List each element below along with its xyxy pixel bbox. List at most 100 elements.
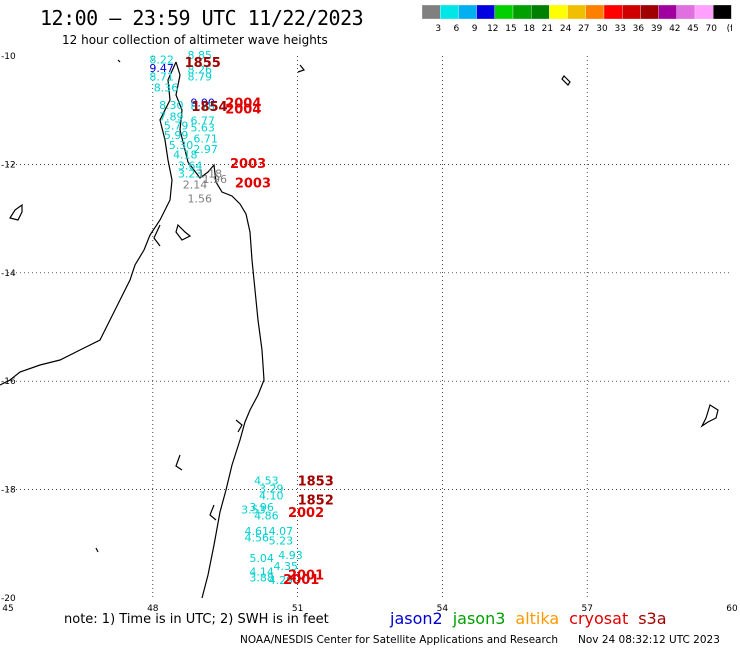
longitude-tick: 45 xyxy=(2,604,13,614)
wave-height-value: 3.53 xyxy=(241,504,265,517)
color-swatch xyxy=(440,5,459,20)
wave-height-value: 9.00 xyxy=(190,97,215,110)
pass-time: 1854 xyxy=(191,100,227,115)
map-title: 12:00 – 23:59 UTC 11/22/2023 xyxy=(40,6,364,30)
wave-height-value: 5.99 xyxy=(164,129,189,142)
satellite-altika: altika xyxy=(515,609,560,628)
wave-height-value: 7.89 xyxy=(159,111,184,124)
color-swatch xyxy=(603,5,623,20)
scale-tick: 45 xyxy=(687,24,698,34)
longitude-tick: 60 xyxy=(726,604,738,614)
scale-tick: 3 xyxy=(435,24,441,34)
wave-height-value: 5.30 xyxy=(169,139,194,152)
scale-tick: 42 xyxy=(669,24,680,34)
longitude-tick: 57 xyxy=(581,604,592,614)
pass-time: 1852 xyxy=(298,493,334,508)
color-swatch xyxy=(531,5,550,20)
wave-height-value: 4.53 xyxy=(254,474,279,487)
wave-height-value: 8.79 xyxy=(188,71,213,84)
pass-time: 1855 xyxy=(185,56,221,71)
wave-height-value: 5.23 xyxy=(269,535,294,548)
pass-time: 2004 xyxy=(225,103,261,118)
map-subtitle: 12 hour collection of altimeter wave hei… xyxy=(62,33,328,47)
satellite-legend: jason2 jason3 altika cryosat s3a xyxy=(390,609,677,628)
scale-tick: 9 xyxy=(472,24,478,34)
wave-height-value: 2.97 xyxy=(193,143,218,156)
scale-tick: 18 xyxy=(523,24,535,34)
wave-height-value: 3.96 xyxy=(249,501,273,514)
wave-height-value: 8.30 xyxy=(159,99,184,112)
color-swatch xyxy=(549,5,568,20)
latitude-tick: -20 xyxy=(1,594,16,604)
pass-time: 1853 xyxy=(298,474,334,489)
scale-tick: 70 xyxy=(705,24,717,34)
satellite-jason3: jason3 xyxy=(452,609,506,628)
scale-tick: 15 xyxy=(505,24,516,34)
wave-height-value: 4.86 xyxy=(254,510,279,523)
latitude-tick: -16 xyxy=(1,377,16,387)
wave-height-value: 1.18 xyxy=(198,168,223,181)
pass-time: 2003 xyxy=(235,176,271,191)
latitude-tick-labels: -10 -12 -14 -16 -18 -20 xyxy=(1,52,16,604)
longitude-tick-labels: 45 48 51 54 57 60 xyxy=(2,604,738,614)
color-swatch xyxy=(713,5,732,20)
generated-timestamp: Nov 24 08:32:12 UTC 2023 xyxy=(578,634,720,646)
wave-height-value: 8.78 xyxy=(190,100,215,113)
scale-tick: 33 xyxy=(614,24,625,34)
scale-tick: 36 xyxy=(633,24,645,34)
wave-height-value: 3.29 xyxy=(259,483,284,496)
wave-height-value: 4.56 xyxy=(245,531,269,544)
wave-height-value: 4.29 xyxy=(269,574,294,587)
wave-height-value: 3.64 xyxy=(178,159,203,172)
wave-height-value: 6.71 xyxy=(193,132,218,145)
scale-tick: 6 xyxy=(454,24,460,34)
wave-height-value: 8.36 xyxy=(154,81,179,94)
wave-height-value: 4.14 xyxy=(249,565,273,578)
wave-height-value: 4.35 xyxy=(273,560,298,573)
wave-height-value: 4.10 xyxy=(259,490,284,503)
wave-height-value: 5.79 xyxy=(164,119,189,132)
pass-time: 2001 xyxy=(283,573,319,588)
latitude-tick: -10 xyxy=(1,52,16,62)
color-swatch xyxy=(512,5,532,20)
color-swatch xyxy=(622,5,641,20)
scale-tick: 12 xyxy=(487,24,498,34)
color-swatch xyxy=(640,5,659,20)
satellite-cryosat: cryosat xyxy=(569,609,629,628)
color-swatch xyxy=(676,5,696,20)
color-swatch xyxy=(658,5,677,20)
longitude-tick: 48 xyxy=(147,604,159,614)
wave-height-value: 8.26 xyxy=(188,64,213,77)
wave-height-labels: 8.22 8.85 9.47 8.26 8.71 8.79 8.36 8.30 9.008.78… xyxy=(149,49,302,587)
color-swatch xyxy=(585,5,605,20)
wave-height-value: 1.96 xyxy=(203,173,228,186)
wave-height-value: 5.04 xyxy=(249,552,273,565)
wave-height-value: 3.88 xyxy=(249,571,273,584)
wave-height-value: 5.63 xyxy=(190,122,215,135)
satellite-s3a: s3a xyxy=(638,609,667,628)
wave-height-value: 4.93 xyxy=(278,549,303,562)
wave-height-value: 3.23 xyxy=(178,168,203,181)
color-swatch xyxy=(476,5,495,20)
lat-lon-grid xyxy=(8,56,732,598)
wave-height-value: 4.18 xyxy=(173,149,198,162)
latitude-tick: -18 xyxy=(1,486,16,496)
wave-height-value: 4.61 xyxy=(245,525,269,538)
satellite-jason2: jason2 xyxy=(390,609,443,628)
pass-time: 2001 xyxy=(288,569,324,584)
color-swatch xyxy=(458,5,477,20)
scale-tick: (ft) xyxy=(727,24,732,34)
latitude-tick: -14 xyxy=(1,269,16,279)
scale-tick: 21 xyxy=(542,24,553,34)
pass-time: 2002 xyxy=(288,506,324,521)
longitude-tick: 54 xyxy=(437,604,449,614)
scale-tick: 30 xyxy=(596,24,608,34)
scale-tick: 24 xyxy=(560,24,572,34)
note-text: note: 1) Time is in UTC; 2) SWH is in fe… xyxy=(64,612,329,627)
wave-height-value: 8.85 xyxy=(188,49,213,62)
latitude-tick: -12 xyxy=(1,160,16,170)
wave-height-value: 9.47 xyxy=(149,62,174,75)
wave-height-value: 1.56 xyxy=(188,193,213,206)
